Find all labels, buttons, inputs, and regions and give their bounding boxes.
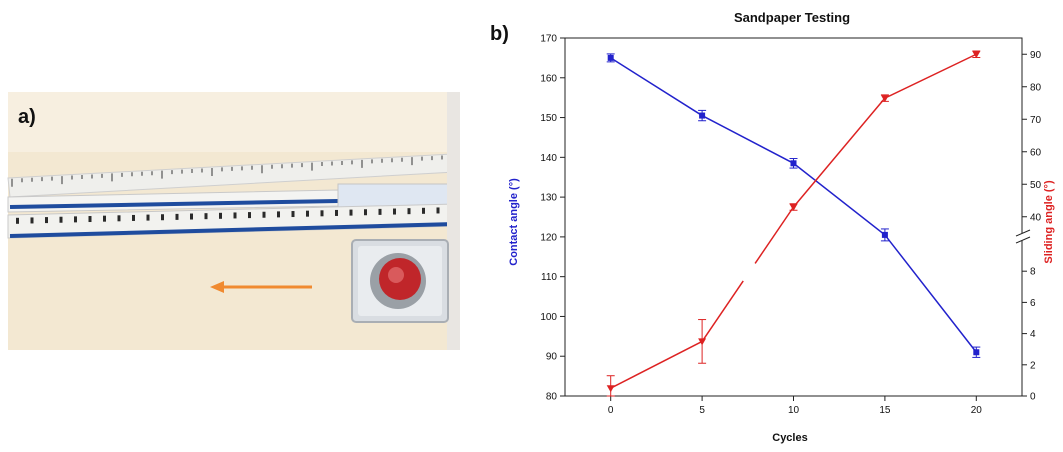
x-axis-label: Cycles	[772, 432, 807, 444]
y-right-tick-label: 8	[1030, 267, 1036, 278]
direction-arrow-head	[210, 281, 224, 293]
ruler-mark	[422, 207, 425, 214]
weight-highlight	[388, 267, 404, 283]
ruler-bottom-ticks	[16, 207, 440, 224]
sliding-angle-line	[701, 280, 744, 342]
ruler-mark	[59, 216, 63, 223]
contact-angle-point	[699, 112, 706, 119]
panel-b-label: b)	[490, 23, 509, 45]
ruler-mark	[262, 211, 266, 218]
y-left-tick-label: 80	[546, 392, 558, 403]
sliding-angle-line	[754, 206, 795, 264]
y-right-tick-label: 0	[1030, 392, 1036, 403]
ruler-mark	[16, 217, 19, 224]
ruler-mark	[88, 216, 92, 223]
contact-angle-point	[881, 231, 888, 238]
ruler-middle-stripe	[9, 199, 339, 209]
ruler-mark	[393, 208, 396, 215]
ruler-mark	[132, 214, 135, 221]
ruler-mark	[277, 211, 280, 218]
y-axis-right-label: Sliding angle (°)	[1043, 180, 1055, 264]
y-right-tick-label: 90	[1030, 50, 1042, 61]
panel-a-label: a)	[18, 106, 36, 128]
y-left-tick-label: 140	[540, 153, 557, 164]
ruler-mark	[436, 207, 440, 214]
y-left-tick-label: 150	[540, 113, 557, 124]
ruler-mark	[364, 209, 367, 216]
ruler-mark	[175, 213, 179, 220]
ruler-mark	[378, 208, 382, 215]
sliding-angle-line	[884, 53, 977, 99]
sliding-angle-line	[792, 97, 886, 208]
sandpaper-test-photo: a)	[7, 92, 460, 350]
y-left-tick-label: 110	[541, 272, 557, 283]
x-tick-label: 0	[608, 405, 614, 416]
y-right-tick-label: 40	[1030, 212, 1042, 223]
y-left-tick-label: 120	[540, 232, 557, 243]
sliding-angle-point	[972, 51, 981, 59]
contact-angle-point	[607, 54, 614, 61]
y-axis-left-label: Contact angle (°)	[508, 178, 520, 266]
y-right-tick-label: 70	[1030, 115, 1042, 126]
contact-angle-point	[973, 349, 980, 356]
ruler-mark	[349, 209, 353, 216]
y-left-tick-label: 170	[540, 34, 557, 45]
chart-title: Sandpaper Testing	[734, 10, 850, 25]
axis-break-gap	[1019, 233, 1029, 240]
ruler-mark	[45, 217, 48, 224]
ruler-mark	[248, 212, 251, 219]
x-tick-label: 10	[788, 405, 800, 416]
x-tick-label: 5	[699, 405, 705, 416]
y-right-tick-label: 50	[1030, 180, 1042, 191]
ruler-mark	[190, 213, 193, 220]
ruler-mark	[74, 216, 77, 223]
y-left-tick-label: 160	[540, 73, 557, 84]
ruler-mark	[407, 208, 411, 215]
sliding-angle-point	[606, 385, 615, 393]
sandpaper-chart: b) Sandpaper Testing Cycles Contact angl…	[490, 10, 1055, 444]
x-tick-label: 15	[879, 405, 891, 416]
photo-upper-region	[8, 92, 460, 152]
ruler-bottom-stripe	[9, 222, 456, 238]
plot-frame	[564, 37, 1023, 397]
axis-break-mark	[1015, 236, 1031, 244]
y-left-tick-label: 90	[546, 352, 558, 363]
ruler-mark	[117, 215, 121, 222]
ruler-mark	[335, 209, 338, 216]
contact-angle-point	[790, 160, 797, 167]
y-left-tick-label: 130	[540, 193, 557, 204]
y-right-tick-label: 2	[1030, 360, 1036, 371]
sliding-angle-point	[698, 338, 707, 346]
ruler-mark	[306, 210, 309, 217]
ruler-mark	[233, 212, 237, 219]
ruler-mark	[320, 210, 324, 217]
y-right-tick-label: 4	[1030, 329, 1036, 340]
sliding-angle-point	[880, 95, 889, 103]
ruler-mark	[103, 215, 106, 222]
axis-break-mark	[1015, 229, 1031, 237]
sliding-angle-line	[610, 340, 703, 389]
sliding-angle-point	[789, 204, 798, 211]
y-left-tick-label: 100	[540, 312, 557, 323]
photo-panel: a)	[0, 0, 470, 447]
photo-edge	[447, 92, 460, 350]
chart-layer: 0 5 10 15 20 80 90 100 110 120 130 140 150 160 170 0 2 4 6…	[540, 34, 1041, 417]
y-right-tick-label: 60	[1030, 147, 1042, 158]
ruler-mark	[291, 211, 295, 218]
ruler-mark	[146, 214, 150, 221]
y-right-tick-label: 80	[1030, 82, 1042, 93]
ruler-top-ticks	[11, 155, 443, 187]
x-tick-label: 20	[971, 405, 983, 416]
y-right-tick-label: 6	[1030, 298, 1036, 309]
ruler-mark	[161, 214, 164, 221]
chart-panel: b) Sandpaper Testing Cycles Contact angl…	[470, 0, 1063, 447]
ruler-mark	[204, 213, 208, 220]
ruler-mark	[219, 212, 222, 219]
ruler-mark	[30, 217, 34, 224]
